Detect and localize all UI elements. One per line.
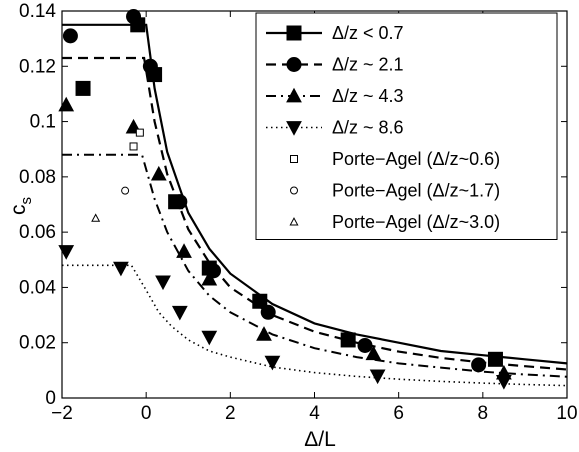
legend-marker (290, 155, 298, 163)
x-tick-label: 0 (141, 403, 152, 424)
legend-label: Porte−Agel (Δ/z~0.6) (332, 149, 500, 169)
series-curve-2 (62, 153, 568, 378)
data-point-series-2 (201, 270, 218, 286)
legend-marker (290, 186, 298, 195)
data-point-series-0 (340, 332, 356, 348)
x-tick-label: 6 (393, 403, 404, 424)
data-point-series-0 (252, 293, 268, 309)
data-point-series-3 (171, 305, 188, 321)
legend-marker (289, 217, 299, 226)
y-tick-label: 0.14 (19, 1, 56, 22)
data-point-series-3 (369, 369, 386, 385)
data-point-series-1 (260, 304, 276, 320)
data-point-series-2 (176, 243, 192, 258)
legend-marker (286, 25, 302, 41)
data-point-series-1 (172, 194, 188, 210)
x-tick-label: 10 (556, 403, 577, 424)
y-axis-label: cs (7, 197, 35, 215)
x-tick-label: −2 (51, 403, 73, 424)
data-point-series-3 (155, 275, 171, 291)
y-tick-label: 0.08 (19, 167, 56, 188)
data-point-series-3 (496, 375, 512, 390)
data-point-series-4 (135, 128, 144, 137)
data-point-series-3 (113, 261, 129, 277)
legend: Δ/z < 0.7 Δ/z ~ 2.1 Δ/z ~ 4.3 Δ/z ~ 8.6 Port… (255, 12, 558, 240)
curves (62, 23, 568, 387)
x-tick-label: 8 (478, 403, 489, 424)
data-point-series-6 (91, 213, 101, 222)
data-point-series-3 (201, 330, 218, 346)
data-point-series-4 (129, 142, 138, 151)
data-point-series-1 (62, 28, 78, 44)
legend-label: Porte−Agel (Δ/z~1.7) (332, 181, 500, 201)
y-tick-label: 0.12 (19, 56, 56, 77)
data-point-series-5 (121, 186, 130, 195)
y-tick-label: 0.02 (19, 333, 56, 354)
data-point-series-3 (264, 355, 281, 371)
y-tick-label: 0.04 (19, 277, 56, 298)
series-curve-1 (62, 56, 568, 371)
data-point-series-2 (58, 96, 75, 112)
data-point-series-1 (126, 9, 142, 25)
data-point-series-1 (471, 357, 487, 373)
y-axis-label-main: c (7, 205, 30, 216)
data-point-series-2 (365, 345, 382, 361)
x-tick-label: 2 (225, 403, 236, 424)
data-point-series-2 (256, 326, 272, 341)
markers (58, 9, 512, 390)
y-axis-label-sub: s (18, 197, 35, 205)
legend-label: Δ/z ~ 2.1 (332, 55, 404, 75)
y-tick-label: 0 (45, 388, 56, 409)
legend-box (255, 12, 558, 240)
legend-marker (286, 57, 302, 72)
data-point-series-1 (357, 337, 373, 353)
data-point-series-0 (487, 351, 503, 367)
data-point-series-3 (58, 245, 75, 260)
data-point-series-1 (142, 58, 158, 74)
x-axis-label: Δ/L (304, 428, 336, 451)
data-point-series-0 (75, 80, 91, 96)
legend-label: Porte−Agel (Δ/z~3.0) (332, 212, 500, 232)
y-tick-label: 0.1 (30, 112, 56, 133)
legend-label: Δ/z < 0.7 (332, 23, 404, 43)
data-point-series-2 (150, 165, 167, 181)
legend-label: Δ/z ~ 8.6 (332, 118, 404, 138)
series-curve-3 (62, 264, 568, 387)
legend-marker (286, 121, 302, 136)
legend-marker (286, 87, 302, 103)
svg-text:cs: cs (7, 197, 35, 215)
series-curve-0 (62, 23, 568, 365)
x-tick-label: 4 (309, 403, 320, 424)
y-tick-label: 0.06 (19, 222, 56, 243)
legend-label: Δ/z ~ 4.3 (332, 86, 404, 106)
